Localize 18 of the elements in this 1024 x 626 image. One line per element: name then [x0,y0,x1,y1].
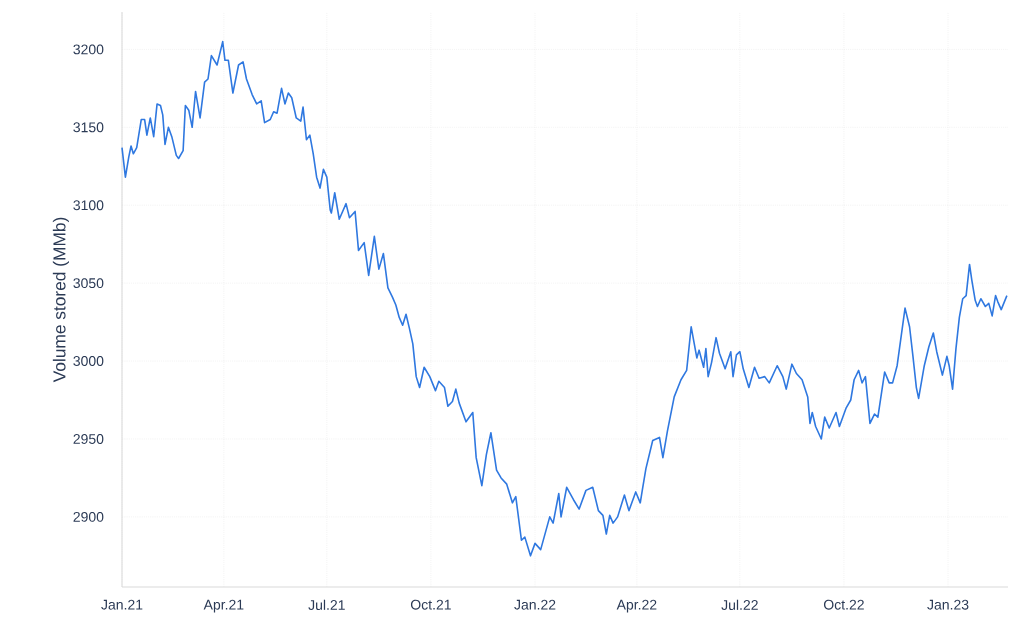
y-tick-label: 2950 [73,434,104,444]
line-series [121,40,1008,557]
y-tick-label: 3150 [73,122,104,133]
x-tick-label: Jul.21 [308,599,345,610]
x-tick-label: Jan.22 [514,599,556,610]
x-tick-label: Apr.21 [203,599,244,613]
x-tick-label: Jan.21 [101,599,143,610]
y-axis-title: Volume stored (MMb) [52,217,69,383]
x-tick-label: Jul.22 [721,599,758,610]
y-tick-label: 3000 [73,356,104,367]
y-tick-label: 2900 [73,511,104,522]
y-tick-label: 3050 [73,278,104,289]
x-tick-label: Oct.22 [823,599,864,610]
y-tick-label: 3100 [73,200,104,211]
y-tick-label: 3200 [73,44,104,55]
x-tick-label: Apr.22 [616,599,657,613]
x-tick-label: Jan.23 [927,599,969,610]
x-tick-label: Oct.21 [410,599,451,610]
